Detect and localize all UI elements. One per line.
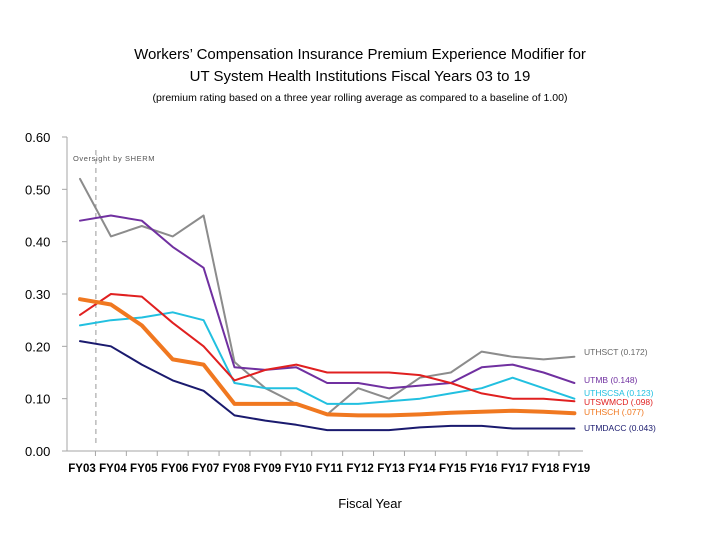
x-tick-label: FY11 (316, 463, 343, 475)
series-label: UTHSCT (0.172) (584, 347, 648, 357)
x-tick-label: FY14 (408, 463, 436, 475)
oversight-annotation: Oversight by SHERM (73, 154, 155, 163)
series-line (79, 340, 576, 432)
series-label: UTMB (0.148) (584, 375, 638, 385)
x-tick-label: FY13 (377, 463, 405, 475)
x-tick-label: FY05 (130, 463, 158, 475)
series-label: UTMDACC (0.043) (584, 423, 656, 433)
chart-subtitle: (premium rating based on a three year ro… (152, 92, 568, 104)
y-tick-label: 0.30 (25, 287, 50, 302)
x-tick-label: FY08 (223, 463, 251, 475)
chart-title-line1: Workers’ Compensation Insurance Premium … (134, 46, 586, 63)
x-tick-label: FY09 (254, 463, 282, 475)
x-tick-label: FY16 (470, 463, 498, 475)
series-label: UTSWMCD (.098) (584, 397, 653, 407)
series-line (79, 177, 576, 416)
x-tick-label: FY07 (192, 463, 220, 475)
x-tick-label: FY06 (161, 463, 189, 475)
series-label: UTHSCH (.077) (584, 407, 644, 417)
x-tick-label: FY15 (439, 463, 467, 475)
series-label: UTHSCSA (0.123) (584, 388, 654, 398)
x-tick-label: FY12 (346, 463, 374, 475)
y-tick-label: 0.00 (25, 444, 50, 459)
y-tick-label: 0.50 (25, 182, 50, 197)
x-tick-label: FY04 (99, 463, 127, 475)
y-tick-label: 0.40 (25, 235, 50, 250)
x-axis-label: Fiscal Year (338, 496, 402, 511)
x-tick-label: FY18 (532, 463, 560, 475)
x-tick-label: FY17 (501, 463, 529, 475)
x-tick-label: FY10 (285, 463, 313, 475)
y-tick-label: 0.10 (25, 392, 50, 407)
series-line (79, 311, 576, 405)
chart-title-line2: UT System Health Institutions Fiscal Yea… (189, 68, 531, 85)
x-tick-label: FY19 (563, 463, 591, 475)
y-tick-label: 0.60 (25, 130, 50, 145)
x-tick-label: FY03 (68, 463, 96, 475)
series-line (79, 293, 576, 403)
series-line (79, 214, 576, 390)
series-line (78, 297, 577, 418)
y-tick-label: 0.20 (25, 339, 50, 354)
